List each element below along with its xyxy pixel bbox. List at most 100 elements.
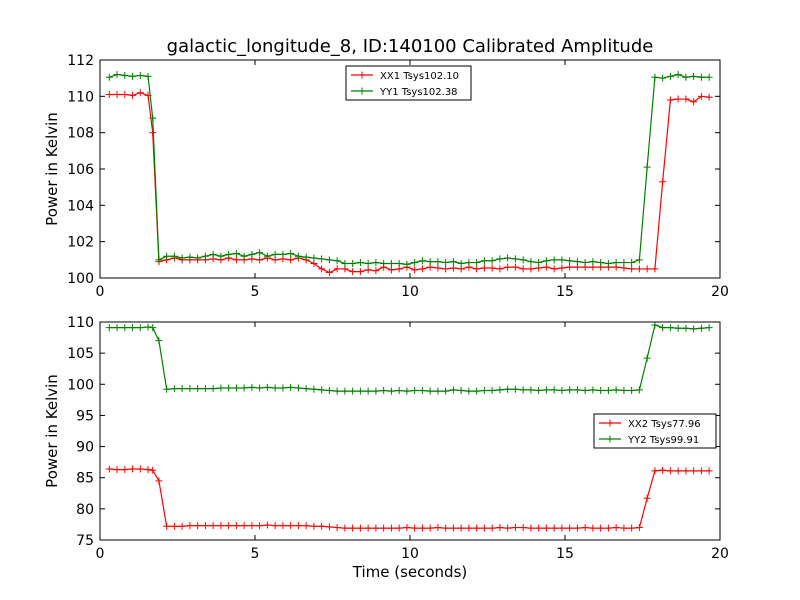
y-tick-label: 85 bbox=[76, 471, 94, 487]
data-point bbox=[558, 264, 566, 272]
data-point bbox=[589, 524, 597, 532]
data-point bbox=[473, 265, 481, 273]
data-point bbox=[349, 259, 357, 267]
data-point bbox=[418, 387, 426, 395]
data-point bbox=[566, 386, 574, 394]
data-point bbox=[705, 324, 713, 332]
data-point bbox=[217, 252, 225, 260]
legend-label: XX1 Tsys102.10 bbox=[380, 71, 459, 82]
data-point bbox=[341, 387, 349, 395]
data-point bbox=[186, 522, 194, 530]
data-point bbox=[225, 250, 233, 258]
data-point bbox=[496, 524, 504, 532]
data-point bbox=[527, 265, 535, 273]
data-point bbox=[651, 321, 659, 329]
data-point bbox=[325, 256, 333, 264]
x-tick-label: 0 bbox=[96, 546, 105, 562]
data-point bbox=[105, 465, 113, 473]
x-tick-label: 15 bbox=[556, 546, 574, 562]
data-point bbox=[643, 494, 651, 502]
data-point bbox=[519, 256, 527, 264]
data-point bbox=[643, 163, 651, 171]
data-point bbox=[163, 252, 171, 260]
data-point bbox=[403, 387, 411, 395]
data-point bbox=[333, 257, 341, 265]
data-point bbox=[434, 387, 442, 395]
data-point bbox=[209, 385, 217, 393]
data-point bbox=[201, 522, 209, 530]
data-point bbox=[496, 386, 504, 394]
y-tick-label: 110 bbox=[67, 89, 94, 105]
data-point bbox=[566, 263, 574, 271]
data-point bbox=[581, 524, 589, 532]
y-tick-label: 80 bbox=[76, 502, 94, 518]
data-point bbox=[659, 466, 667, 474]
data-point bbox=[356, 259, 364, 267]
data-point bbox=[170, 252, 178, 260]
legend-swatch-marker bbox=[358, 87, 366, 95]
data-point bbox=[232, 384, 240, 392]
y-tick-label: 105 bbox=[67, 346, 94, 362]
data-point bbox=[333, 524, 341, 532]
data-point bbox=[488, 264, 496, 272]
data-point bbox=[356, 524, 364, 532]
data-point bbox=[666, 324, 674, 332]
data-point bbox=[511, 385, 519, 393]
data-point bbox=[604, 524, 612, 532]
data-point bbox=[480, 387, 488, 395]
data-point bbox=[341, 259, 349, 267]
data-point bbox=[403, 260, 411, 268]
data-point bbox=[527, 386, 535, 394]
y-tick-label: 100 bbox=[67, 271, 94, 287]
data-point bbox=[682, 73, 690, 81]
data-point bbox=[387, 266, 395, 274]
series-markers-2-2 bbox=[105, 321, 713, 395]
data-point bbox=[356, 268, 364, 276]
data-point bbox=[364, 387, 372, 395]
data-point bbox=[186, 385, 194, 393]
data-point bbox=[225, 522, 233, 530]
data-point bbox=[628, 524, 636, 532]
series-markers-1-1 bbox=[105, 89, 713, 277]
data-point bbox=[349, 268, 357, 276]
data-point bbox=[364, 259, 372, 267]
data-point bbox=[589, 386, 597, 394]
data-point bbox=[643, 265, 651, 273]
data-point bbox=[287, 249, 295, 257]
data-point bbox=[170, 385, 178, 393]
data-point bbox=[674, 71, 682, 79]
data-point bbox=[635, 524, 643, 532]
data-point bbox=[121, 91, 129, 99]
data-point bbox=[194, 385, 202, 393]
data-point bbox=[434, 258, 442, 266]
data-point bbox=[449, 524, 457, 532]
data-point bbox=[488, 524, 496, 532]
data-point bbox=[488, 257, 496, 265]
data-point bbox=[395, 259, 403, 267]
data-point bbox=[449, 386, 457, 394]
data-point bbox=[612, 524, 620, 532]
data-point bbox=[705, 467, 713, 475]
data-point bbox=[232, 256, 240, 264]
data-point bbox=[674, 324, 682, 332]
y-tick-label: 102 bbox=[67, 235, 94, 251]
data-point bbox=[287, 522, 295, 530]
y-tick-label: 106 bbox=[67, 162, 94, 178]
data-point bbox=[566, 257, 574, 265]
data-point bbox=[573, 524, 581, 532]
data-point bbox=[426, 387, 434, 395]
data-point bbox=[349, 524, 357, 532]
legend-label: YY1 Tsys102.38 bbox=[379, 87, 458, 98]
data-point bbox=[620, 259, 628, 267]
data-point bbox=[674, 95, 682, 103]
data-point bbox=[442, 524, 450, 532]
y-tick-label: 108 bbox=[67, 126, 94, 142]
data-point bbox=[504, 524, 512, 532]
data-point bbox=[294, 384, 302, 392]
legend-swatch-marker bbox=[358, 71, 366, 79]
data-point bbox=[449, 264, 457, 272]
data-point bbox=[105, 73, 113, 81]
data-point bbox=[380, 387, 388, 395]
data-point bbox=[121, 71, 129, 79]
